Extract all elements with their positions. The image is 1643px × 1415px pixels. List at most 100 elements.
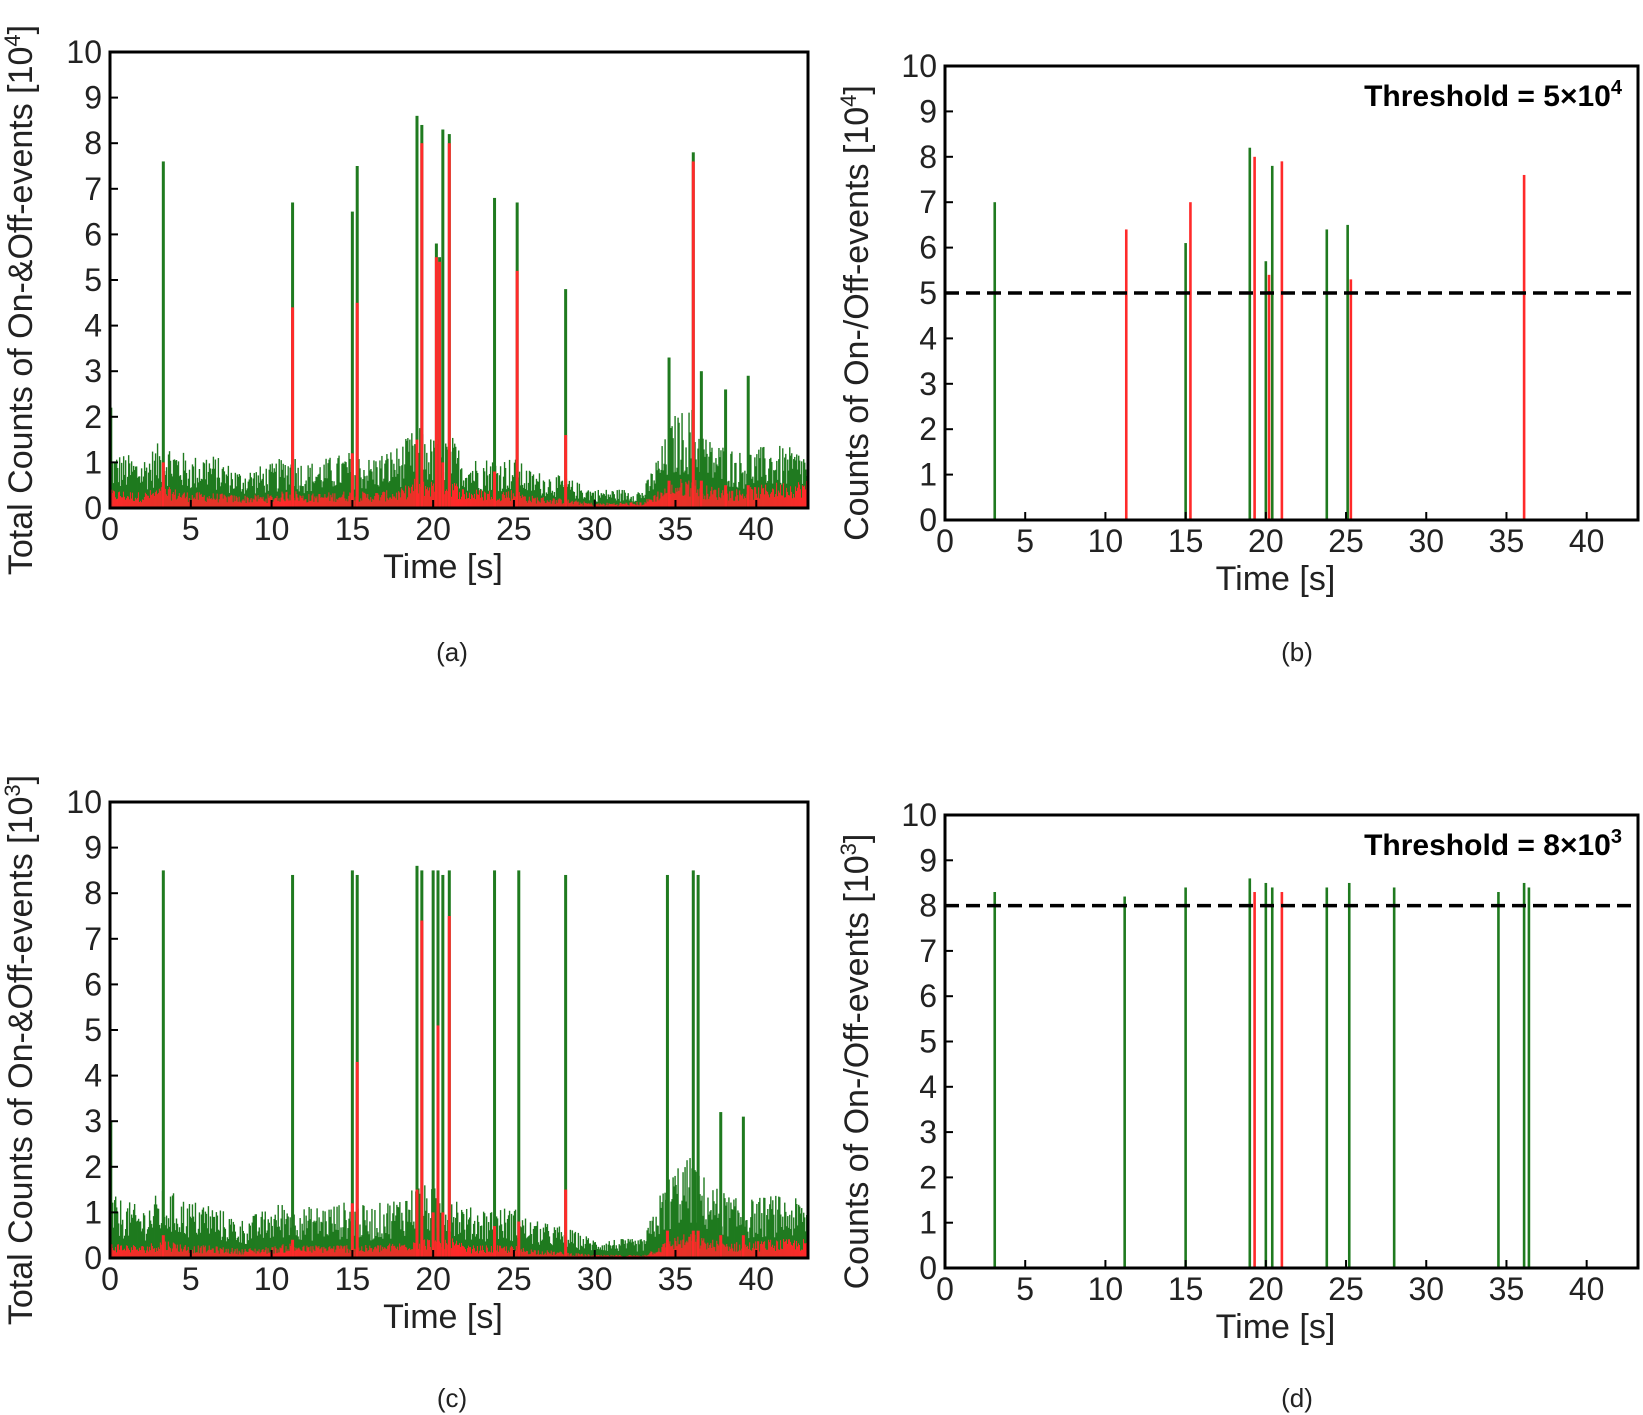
noise-bar-off <box>690 488 692 508</box>
noise-bar-off <box>786 1239 788 1258</box>
noise-bar-off <box>637 504 639 508</box>
noise-bar-off <box>777 1241 779 1258</box>
noise-bar-on <box>263 485 265 508</box>
noise-bar-off <box>554 504 557 508</box>
noise-bar-on <box>334 1223 336 1258</box>
spike-bar-off <box>691 161 695 508</box>
noise-bar-off <box>408 1248 410 1258</box>
noise-bar-off <box>805 489 807 508</box>
noise-bar-off <box>791 1244 793 1258</box>
noise-bar-off <box>460 496 463 508</box>
noise-bar-off <box>433 483 435 508</box>
noise-bar-on <box>670 1201 672 1258</box>
noise-bar-off <box>488 1251 491 1258</box>
noise-bar-off <box>217 502 220 508</box>
noise-bar-off <box>129 1252 132 1258</box>
noise-bar-on <box>704 456 706 508</box>
noise-bar-on <box>661 446 663 508</box>
noise-bar-on <box>657 1225 659 1258</box>
noise-bar-on <box>641 1241 643 1258</box>
noise-bar-on <box>468 474 471 508</box>
noise-bar-off <box>409 487 411 508</box>
noise-bar-on <box>520 463 523 508</box>
noise-bar-off <box>649 499 651 508</box>
noise-bar-on <box>391 459 393 508</box>
noise-bar-off <box>248 1248 250 1258</box>
noise-bar-on <box>284 465 286 508</box>
noise-bar-off <box>505 1246 508 1258</box>
noise-bar-off <box>222 498 225 508</box>
noise-bar-on <box>386 454 388 508</box>
noise-bar-off <box>577 501 580 508</box>
noise-bar-on <box>644 1243 646 1258</box>
noise-bar-off <box>342 494 344 508</box>
noise-bar-off <box>530 502 533 508</box>
noise-bar-on <box>708 1214 710 1258</box>
noise-bar-off <box>580 503 583 508</box>
noise-bar-off <box>536 1254 539 1258</box>
noise-bar-off <box>254 494 256 508</box>
noise-bar-on <box>203 1223 206 1258</box>
noise-bar-off <box>118 491 121 508</box>
noise-bar-on <box>474 460 477 508</box>
spike-bar-off <box>719 1235 723 1258</box>
noise-bar-on <box>212 456 215 508</box>
noise-bar-off <box>114 497 117 508</box>
noise-bar-off <box>550 503 553 508</box>
noise-bar-on <box>149 469 152 508</box>
noise-bar-on <box>218 1230 221 1258</box>
noise-bar-on <box>720 450 722 508</box>
noise-bar-off <box>471 1249 474 1258</box>
noise-bar-on <box>646 1230 648 1258</box>
noise-bar-off <box>188 1252 191 1258</box>
noise-bar-on <box>200 1214 203 1258</box>
noise-bar-off <box>223 1253 226 1258</box>
noise-bar-off <box>522 1247 525 1258</box>
noise-bar-off <box>797 1246 799 1258</box>
noise-bar-off <box>116 498 119 508</box>
noise-bar-on <box>394 469 396 508</box>
noise-bar-off <box>176 1244 179 1258</box>
noise-bar-off <box>458 499 460 508</box>
noise-bar-off <box>218 1253 221 1258</box>
y-tick-label: 0 <box>919 502 937 538</box>
noise-bar-off <box>186 492 189 508</box>
noise-bar-off <box>255 496 257 508</box>
noise-bar-on <box>171 476 174 508</box>
noise-bar-on <box>586 1239 589 1258</box>
noise-bar-off <box>275 1248 277 1258</box>
noise-bar-off <box>428 490 430 508</box>
noise-bar-on <box>751 1199 753 1258</box>
noise-bar-off <box>219 494 222 508</box>
noise-bar-off <box>306 502 308 508</box>
noise-bar-off <box>167 1241 170 1258</box>
noise-bar-off <box>368 499 370 508</box>
noise-bar-off <box>397 499 399 508</box>
noise-bar-off <box>660 492 662 508</box>
noise-bar-off <box>750 1249 752 1258</box>
noise-bar-off <box>606 502 608 508</box>
noise-bar-on <box>772 1200 774 1258</box>
noise-bar-on <box>705 1219 707 1258</box>
spike-bar-on <box>161 161 165 508</box>
noise-bar-on <box>576 482 579 508</box>
noise-bar-on <box>701 1195 703 1258</box>
noise-bar-on <box>485 1216 488 1258</box>
noise-bar-on <box>322 481 324 508</box>
noise-bar-off <box>648 498 650 508</box>
x-tick-label: 20 <box>415 511 451 547</box>
noise-bar-off <box>760 1243 762 1258</box>
noise-bar-off <box>463 1247 466 1258</box>
noise-bar-on <box>253 473 255 508</box>
noise-bar-on <box>676 1193 678 1258</box>
noise-bar-on <box>660 469 662 508</box>
spike-bar-on <box>291 874 295 1258</box>
noise-bar-on <box>460 1209 463 1258</box>
noise-bar-off <box>463 494 466 508</box>
noise-bar-off <box>147 1251 150 1258</box>
spike-bar-on <box>350 211 354 508</box>
noise-bar-off <box>330 1249 332 1258</box>
noise-bar-off <box>675 1241 677 1258</box>
noise-bar-off <box>362 1250 364 1258</box>
